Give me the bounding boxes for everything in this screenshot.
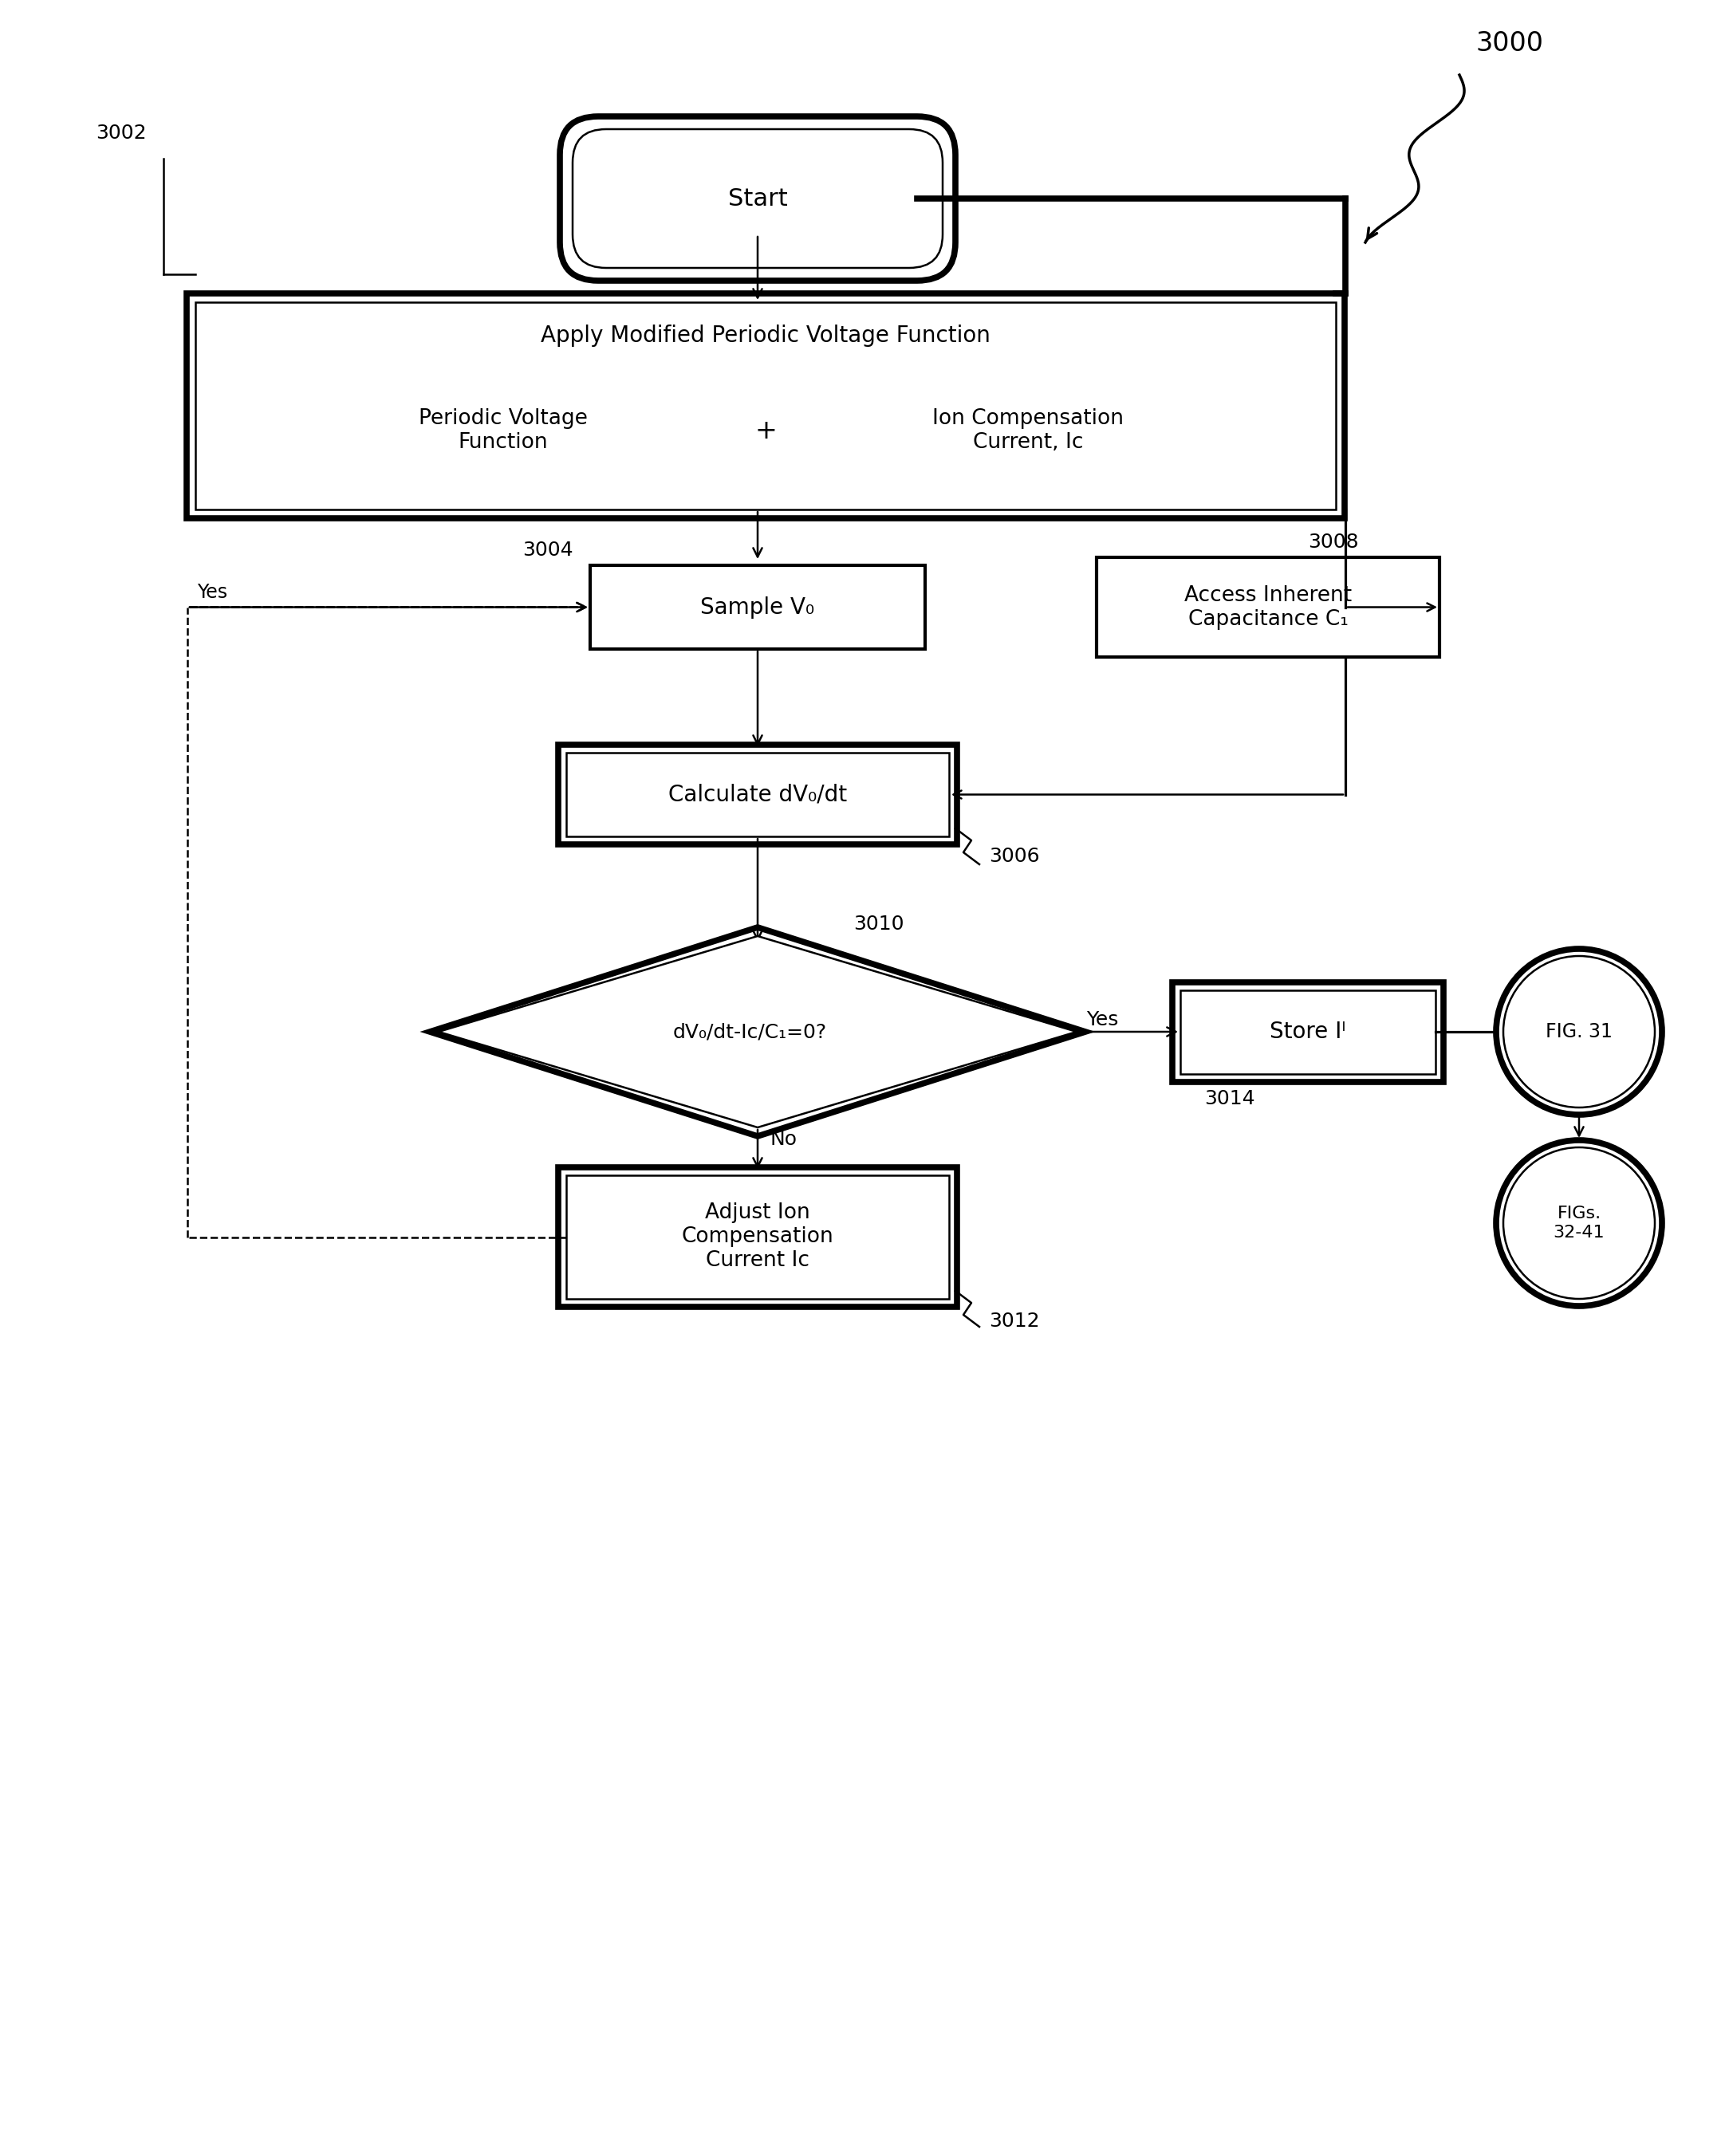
Circle shape [1502, 1147, 1654, 1298]
Text: Periodic Voltage
Function: Periodic Voltage Function [419, 407, 588, 453]
Bar [559, 1166, 957, 1307]
Bar [1180, 990, 1435, 1074]
Text: Sample V₀: Sample V₀ [700, 595, 814, 619]
Bar [559, 744, 957, 845]
Text: Yes: Yes [1087, 1011, 1118, 1028]
Text: Adjust Ion
Compensation
Current Iᴄ: Adjust Ion Compensation Current Iᴄ [681, 1203, 833, 1272]
Circle shape [1502, 955, 1654, 1108]
Text: No: No [769, 1130, 797, 1149]
Text: 3006: 3006 [988, 847, 1040, 867]
FancyBboxPatch shape [573, 129, 942, 267]
Bar [1097, 558, 1439, 658]
Text: Ion Compensation
Current, Iᴄ: Ion Compensation Current, Iᴄ [932, 407, 1123, 453]
Text: Calculate dV₀/dt: Calculate dV₀/dt [668, 783, 847, 806]
Polygon shape [430, 927, 1085, 1136]
Circle shape [1496, 1141, 1661, 1307]
Bar [186, 293, 1344, 517]
Text: 3008: 3008 [1308, 533, 1359, 552]
Polygon shape [438, 936, 1076, 1128]
Text: 3012: 3012 [988, 1311, 1040, 1330]
Bar [566, 1175, 949, 1298]
Text: Yes: Yes [197, 582, 228, 602]
Text: dV₀/dt-Iᴄ/C₁=0?: dV₀/dt-Iᴄ/C₁=0? [673, 1022, 826, 1041]
Text: 3014: 3014 [1204, 1089, 1256, 1108]
Text: Access Inherent
Capacitance C₁: Access Inherent Capacitance C₁ [1185, 584, 1352, 630]
Bar [566, 752, 949, 837]
Bar [590, 565, 925, 649]
FancyBboxPatch shape [561, 116, 956, 280]
Text: Start: Start [728, 188, 787, 209]
Text: 3010: 3010 [854, 914, 904, 934]
Text: Apply Modified Periodic Voltage Function: Apply Modified Periodic Voltage Function [540, 326, 990, 347]
Text: FIG. 31: FIG. 31 [1546, 1022, 1613, 1041]
Text: 3004: 3004 [523, 541, 573, 561]
Bar [195, 302, 1335, 509]
Text: FIGs.
32-41: FIGs. 32-41 [1552, 1205, 1604, 1240]
Circle shape [1496, 949, 1661, 1115]
Text: 3000: 3000 [1475, 30, 1544, 56]
Text: Store Iᴵ: Store Iᴵ [1270, 1020, 1346, 1044]
Text: 3002: 3002 [95, 123, 147, 142]
Bar [1173, 981, 1444, 1082]
Text: +: + [754, 418, 776, 444]
